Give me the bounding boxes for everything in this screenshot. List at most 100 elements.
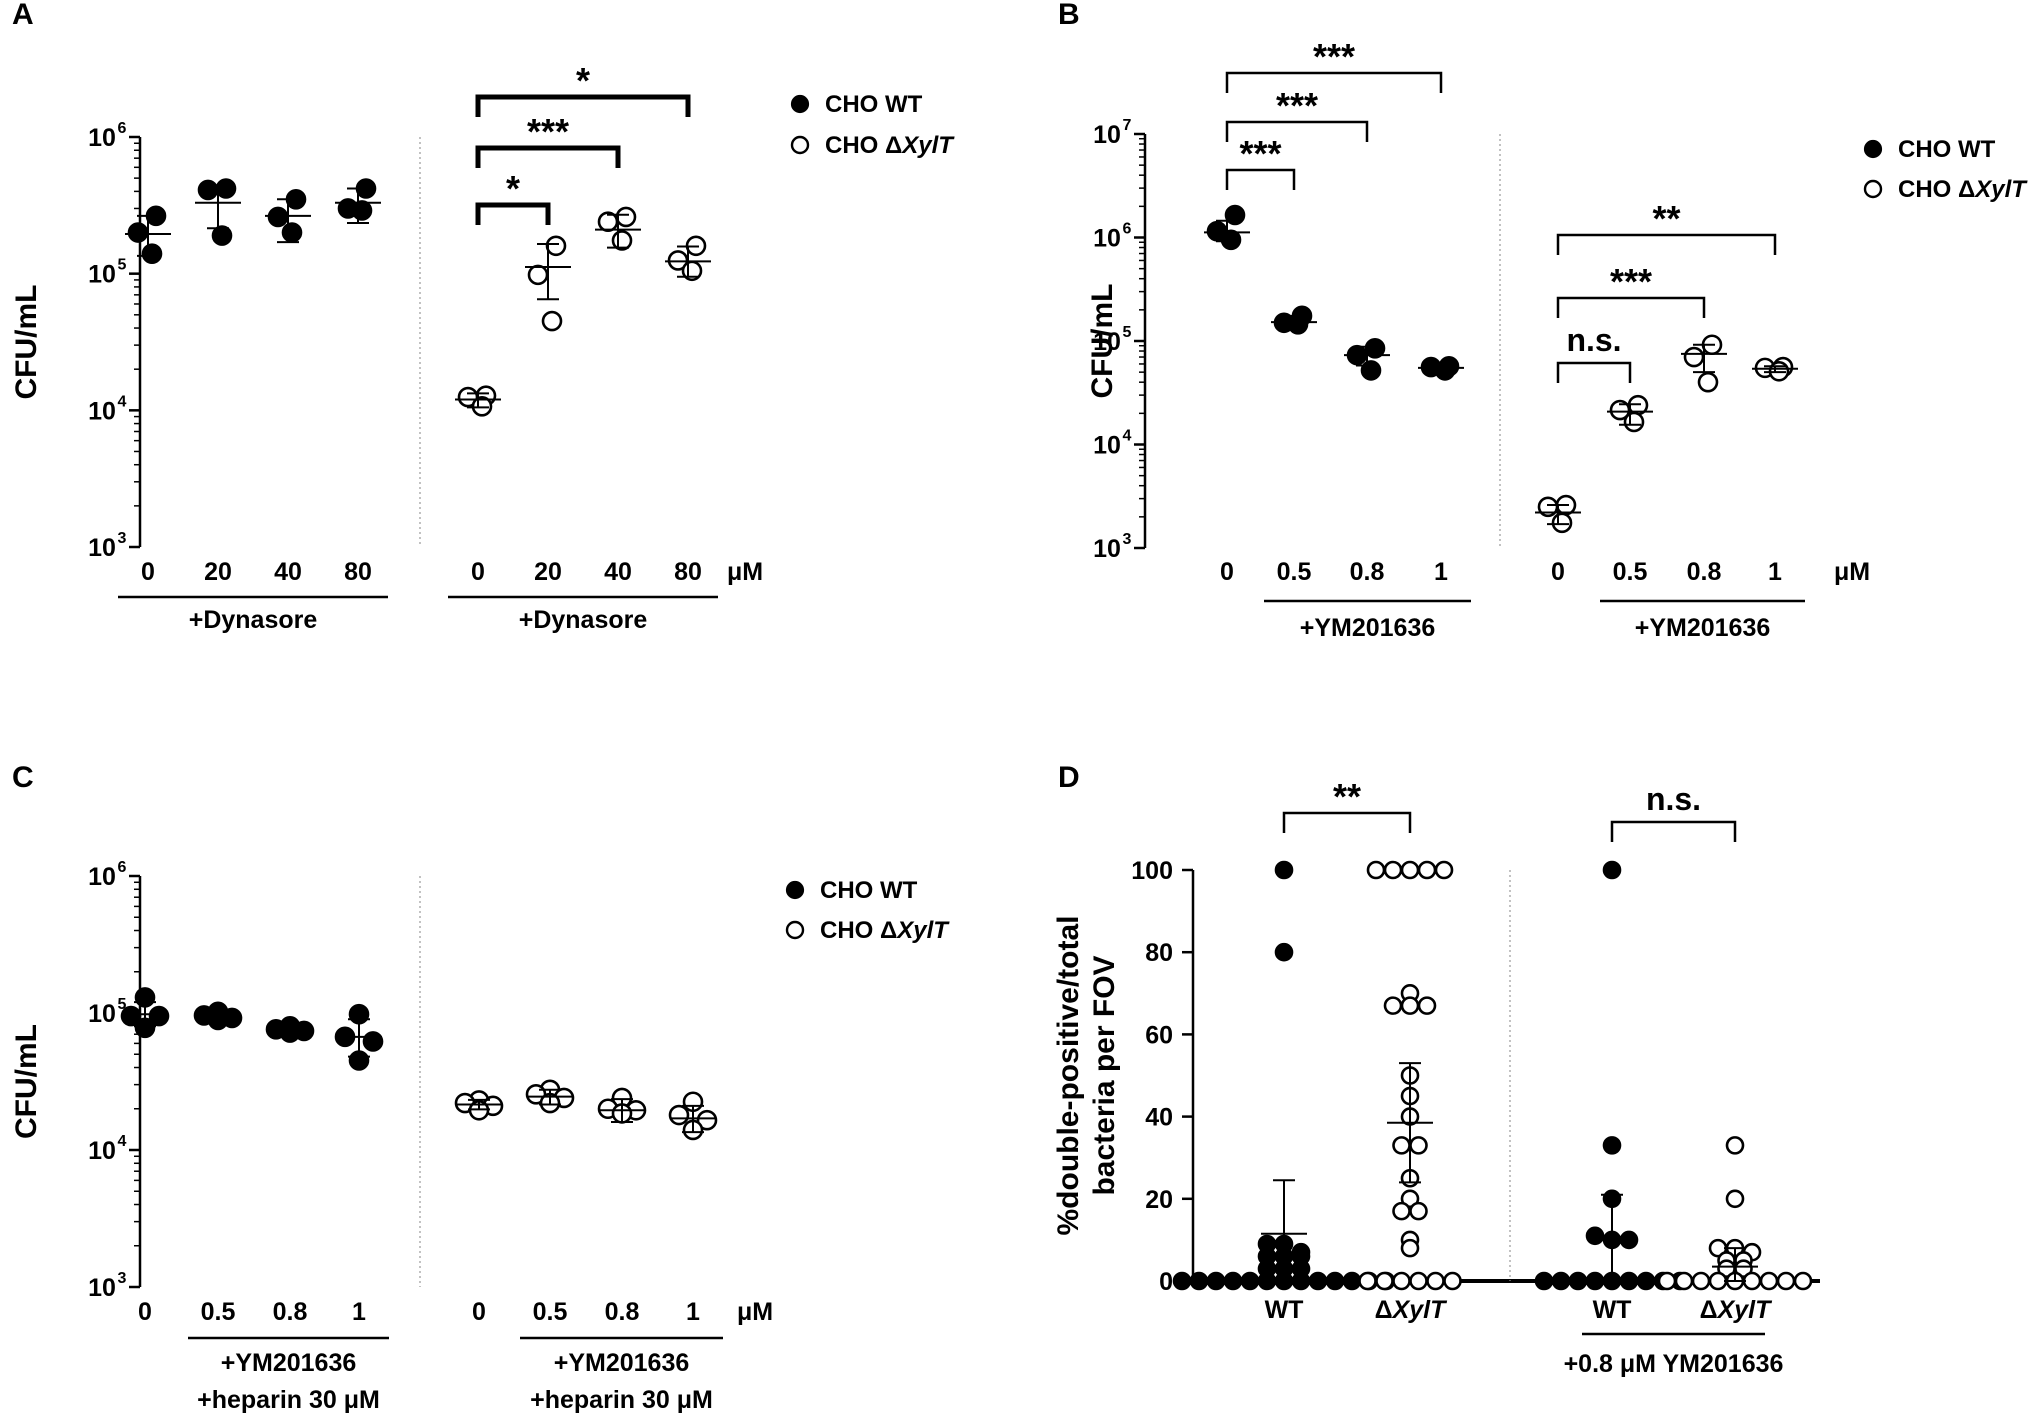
- group-5: 0.5: [525, 1079, 575, 1326]
- category-label: 1: [352, 1298, 366, 1326]
- comparison-bracket: [1556, 361, 1632, 383]
- data-point: [1742, 1271, 1762, 1291]
- data-point: [1308, 1271, 1328, 1291]
- data-point: [1400, 996, 1420, 1015]
- data-point: [1257, 1271, 1277, 1291]
- category-label: 0.8: [273, 1298, 308, 1326]
- data-point: [1674, 1271, 1694, 1291]
- data-point: [1725, 1189, 1745, 1209]
- data-point: [1400, 1189, 1420, 1209]
- data-point: [1383, 996, 1403, 1015]
- data-point: [1725, 1136, 1745, 1155]
- comparison-bracket: [475, 145, 621, 168]
- data-point: [362, 1031, 384, 1052]
- y-tick-label: 20: [1145, 1186, 1173, 1214]
- data-point: [696, 1109, 718, 1131]
- legend-label-ko: CHO ΔXylT: [825, 132, 955, 159]
- group-5: 0.5: [1607, 394, 1653, 586]
- data-point: [615, 206, 637, 228]
- data-groups: WT ΔXylT WT ΔXylT: [1172, 860, 1813, 1324]
- y-tick-label: 10: [88, 1000, 116, 1028]
- group-6: 40: [595, 206, 641, 586]
- panel-letter: C: [12, 761, 34, 794]
- treatment-label-line2: +heparin 30 μM: [530, 1386, 713, 1414]
- group-7: 1: [668, 1091, 718, 1326]
- data-point: [351, 200, 373, 221]
- comparison-bracket: [1225, 168, 1296, 190]
- significance-label: ***: [1610, 261, 1652, 302]
- data-point: [1189, 1271, 1209, 1291]
- y-tick-label: 10: [88, 863, 116, 891]
- data-point: [1585, 1226, 1605, 1246]
- comparison-bracket: [1282, 811, 1412, 833]
- data-point: [267, 206, 289, 228]
- data-point: [1409, 1201, 1428, 1221]
- category-label: 0.8: [605, 1298, 640, 1326]
- data-point: [1426, 1271, 1445, 1291]
- data-point: [1585, 1271, 1605, 1291]
- treatment-label: +YM201636: [1300, 614, 1436, 642]
- category-label: 1: [1434, 558, 1448, 586]
- category-label: 40: [604, 558, 632, 586]
- data-point: [1417, 996, 1437, 1015]
- comparison-bracket: [1225, 71, 1443, 93]
- data-point: [1360, 360, 1382, 381]
- comparison-bracket: [1556, 296, 1706, 318]
- y-tick-label: 10: [88, 534, 116, 562]
- unit-label: μM: [737, 1298, 773, 1326]
- y-tick-label: 10: [88, 261, 116, 289]
- group-0: 0: [125, 205, 171, 586]
- panel-letter: B: [1058, 0, 1080, 31]
- comparison-bracket: [475, 202, 551, 225]
- y-tick-exponent: 3: [118, 530, 127, 547]
- significance-label: n.s.: [1646, 781, 1701, 817]
- category-label: 0.5: [533, 1298, 568, 1326]
- data-point: [1708, 1271, 1728, 1291]
- legend-marker-wt: [790, 94, 810, 114]
- y-tick-label: 10: [1093, 535, 1121, 563]
- y-tick-label: 0: [1159, 1268, 1173, 1296]
- data-point: [1636, 1271, 1656, 1291]
- group-1: 0.5: [193, 1001, 243, 1326]
- data-point: [1657, 1271, 1677, 1291]
- group-5: 20: [525, 235, 571, 586]
- data-point: [1274, 860, 1294, 880]
- data-point: [1619, 1271, 1639, 1291]
- data-point: [1602, 860, 1622, 880]
- data-point: [1206, 1271, 1226, 1291]
- y-tick-label: 10: [1093, 432, 1121, 460]
- y-tick-label: 10: [1093, 225, 1121, 253]
- group-4: 0: [454, 1090, 504, 1326]
- data-point: [1392, 1136, 1411, 1155]
- data-point: [1383, 860, 1403, 880]
- group-3: ΔXylT: [1657, 1136, 1813, 1324]
- treatment-label-line1: +YM201636: [554, 1349, 690, 1377]
- data-point: [527, 264, 549, 286]
- group-1: 0.5: [1271, 305, 1317, 586]
- group-0: 0: [1204, 204, 1250, 586]
- group-4: 0: [455, 385, 501, 586]
- category-label: 0: [138, 1298, 152, 1326]
- group-4: 0: [1535, 494, 1581, 586]
- y-tick-label: 10: [88, 1137, 116, 1165]
- data-point: [1400, 1238, 1420, 1258]
- y-tick-exponent: 4: [1123, 428, 1132, 445]
- group-2: WT: [1534, 860, 1690, 1324]
- panel-letter: D: [1058, 761, 1080, 794]
- y-tick-label: 10: [1093, 328, 1121, 356]
- y-tick-exponent: 6: [118, 120, 127, 137]
- data-point: [197, 179, 219, 201]
- data-point: [1434, 860, 1454, 880]
- y-tick-label: 100: [1131, 857, 1173, 885]
- data-point: [1683, 346, 1705, 368]
- data-point: [1342, 1271, 1362, 1291]
- data-groups: 0 20 40 80 0 20 40 80: [125, 178, 711, 586]
- category-label: 20: [204, 558, 232, 586]
- category-label: WT: [1593, 1296, 1632, 1324]
- data-point: [215, 178, 237, 199]
- data-point: [141, 243, 163, 264]
- legend-label-wt: CHO WT: [820, 877, 918, 904]
- legend-label-wt: CHO WT: [1898, 136, 1996, 163]
